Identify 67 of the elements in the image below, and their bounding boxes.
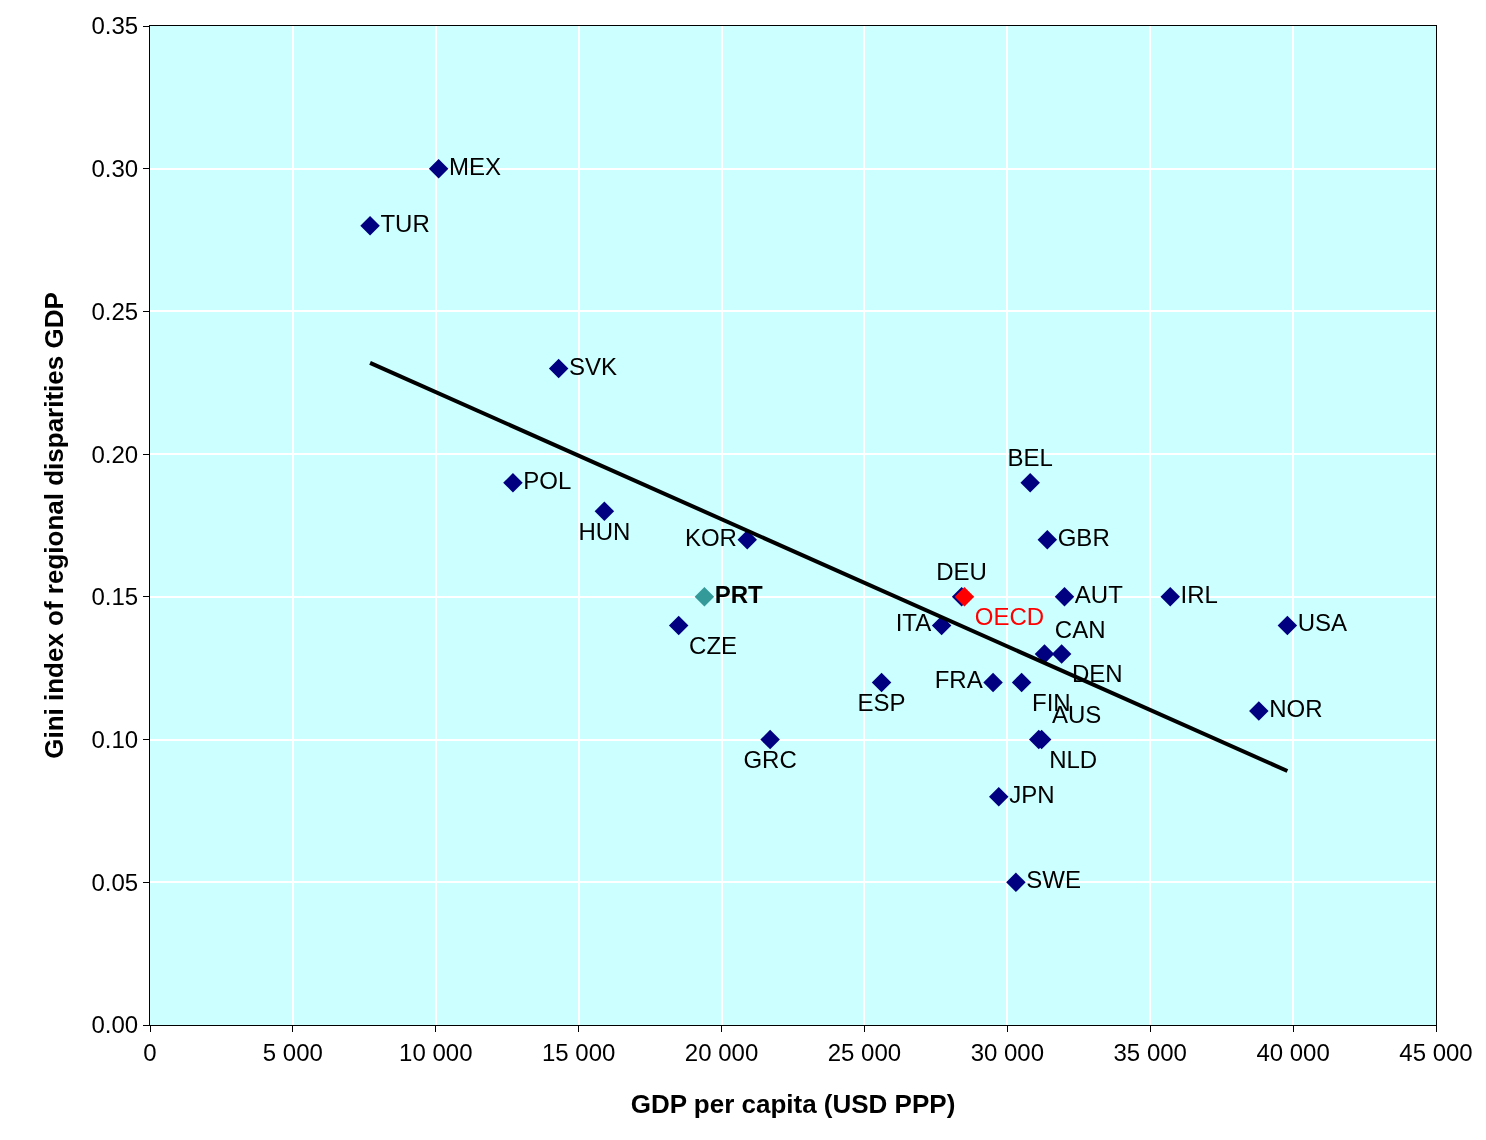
point	[760, 729, 780, 750]
y-axis-title: Gini index of regional disparities GDP	[38, 292, 69, 759]
y-tick-label: 0.15	[91, 583, 139, 611]
point	[694, 587, 715, 607]
point	[428, 158, 449, 179]
series-label: BEL	[1007, 444, 1053, 472]
x-tick-label: 20 000	[684, 1038, 759, 1066]
y-tick-label: 0.25	[91, 297, 139, 325]
series-label: TUR	[380, 209, 430, 237]
point	[1277, 615, 1298, 636]
point	[360, 216, 380, 236]
point	[1249, 701, 1269, 721]
point	[1011, 672, 1032, 693]
x-tick-label: 40 000	[1256, 1038, 1330, 1066]
series-label: GRC	[743, 745, 797, 773]
point	[1037, 530, 1058, 550]
point	[1160, 587, 1180, 607]
x-tick-label: 5 000	[262, 1038, 323, 1066]
x-tick-label: 45 000	[1399, 1038, 1473, 1066]
series-label: POL	[523, 466, 572, 494]
y-tick-label: 0.00	[91, 1011, 139, 1039]
series-label: ITA	[895, 609, 932, 637]
point	[548, 358, 569, 379]
series-label: CAN	[1054, 615, 1106, 643]
y-tick-label: 0.05	[91, 868, 139, 896]
point	[503, 472, 523, 493]
point	[1034, 644, 1055, 664]
series-label: ESP	[857, 688, 906, 716]
series-label: KOR	[684, 523, 737, 551]
series-label: SVK	[569, 352, 618, 380]
series-label: NLD	[1049, 745, 1098, 773]
point	[989, 786, 1009, 807]
series-label: SWE	[1026, 866, 1081, 894]
series-label: NOR	[1269, 695, 1323, 723]
point	[594, 501, 615, 521]
series-label: HUN	[578, 517, 631, 545]
series-label: OECD	[974, 603, 1045, 631]
series-label: AUT	[1074, 580, 1124, 608]
x-tick-label: 0	[143, 1038, 157, 1066]
series-label: PRT	[714, 580, 764, 608]
y-tick-label: 0.30	[91, 155, 139, 183]
y-tick-label: 0.20	[91, 440, 139, 468]
x-tick-label: 30 000	[970, 1038, 1045, 1066]
point	[871, 672, 892, 693]
x-tick-label: 35 000	[1113, 1038, 1187, 1066]
point	[1006, 872, 1026, 893]
series-label: GBR	[1057, 523, 1110, 551]
point	[983, 672, 1003, 693]
series-label: DEN	[1072, 660, 1123, 688]
point	[1020, 472, 1040, 493]
point	[1051, 644, 1072, 664]
x-axis-title: GDP per capita (USD PPP)	[630, 1089, 956, 1120]
point	[737, 530, 758, 550]
y-tick-label: 0.35	[91, 12, 139, 40]
x-tick-label: 15 000	[541, 1038, 616, 1066]
series-label: JPN	[1009, 780, 1055, 808]
series-label: IRL	[1180, 580, 1218, 608]
series-label: CZE	[689, 631, 738, 659]
y-tick-label: 0.10	[91, 725, 139, 753]
series-label: USA	[1297, 609, 1348, 637]
point	[668, 615, 689, 636]
point	[1054, 587, 1075, 607]
x-tick-label: 10 000	[399, 1038, 473, 1066]
x-tick-label: 25 000	[827, 1038, 902, 1066]
series-label: FRA	[934, 666, 983, 694]
series-label: MEX	[449, 152, 502, 180]
series-label: DEU	[936, 558, 987, 586]
